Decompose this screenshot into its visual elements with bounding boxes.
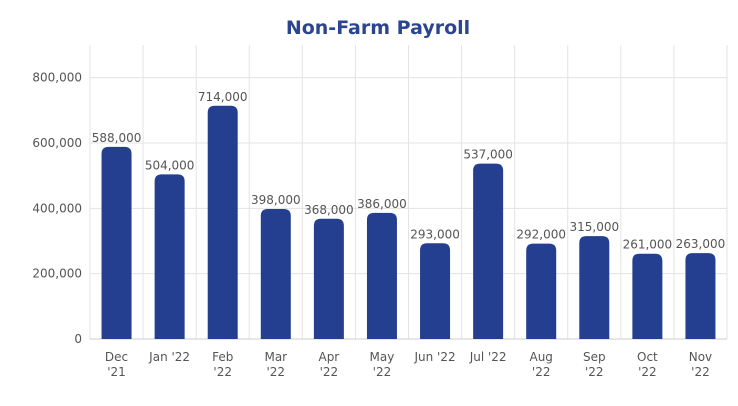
- y-axis: 0 200,000 400,000 600,000 800,000: [32, 71, 82, 346]
- y-tick-label: 600,000: [32, 136, 82, 150]
- x-tick-label: Mar '22: [264, 350, 287, 379]
- y-tick-label: 800,000: [32, 71, 82, 85]
- x-tick-label: Sep '22: [583, 350, 606, 379]
- data-label: 292,000: [516, 228, 566, 242]
- data-label: 315,000: [569, 220, 619, 234]
- x-tick-label: Apr '22: [318, 350, 339, 379]
- data-label: 263,000: [676, 237, 726, 251]
- bars: [101, 105, 716, 339]
- x-tick-label: Oct '22: [637, 350, 658, 379]
- data-label: 504,000: [145, 158, 195, 172]
- data-label: 714,000: [198, 90, 248, 104]
- y-tick-label: 0: [74, 332, 82, 346]
- data-label: 368,000: [304, 203, 354, 217]
- data-label: 537,000: [463, 148, 513, 162]
- x-tick-label: Jul '22: [469, 350, 507, 364]
- bar[interactable]: [313, 218, 344, 339]
- bar[interactable]: [579, 236, 610, 339]
- gridlines: [89, 45, 728, 340]
- x-tick-label: Feb '22: [212, 350, 233, 379]
- x-tick-label: Dec '21: [105, 350, 128, 379]
- bar[interactable]: [207, 105, 238, 339]
- bar[interactable]: [101, 146, 132, 339]
- y-tick-label: 200,000: [32, 267, 82, 281]
- chart-title: Non-Farm Payroll: [286, 17, 470, 39]
- x-tick-label: Aug '22: [529, 350, 552, 379]
- x-axis: Dec '21 Jan '22 Feb '22 Mar '22 Apr '22 May '22 Jun…: [105, 350, 712, 379]
- bar[interactable]: [154, 174, 185, 339]
- data-label: 588,000: [92, 131, 142, 145]
- x-tick-label: Jun '22: [413, 350, 455, 364]
- bar[interactable]: [366, 212, 397, 339]
- bar[interactable]: [632, 253, 663, 339]
- x-tick-label: Nov '22: [689, 350, 712, 379]
- data-label: 386,000: [357, 197, 407, 211]
- data-label: 261,000: [623, 238, 673, 252]
- bar[interactable]: [473, 163, 504, 339]
- data-label: 293,000: [410, 227, 460, 241]
- bar[interactable]: [260, 208, 291, 339]
- bar[interactable]: [685, 253, 716, 339]
- x-tick-label: Jan '22: [148, 350, 190, 364]
- bar[interactable]: [420, 243, 451, 339]
- data-label: 398,000: [251, 193, 301, 207]
- y-tick-label: 400,000: [32, 201, 82, 215]
- bar[interactable]: [526, 243, 557, 339]
- x-tick-label: May '22: [370, 350, 395, 379]
